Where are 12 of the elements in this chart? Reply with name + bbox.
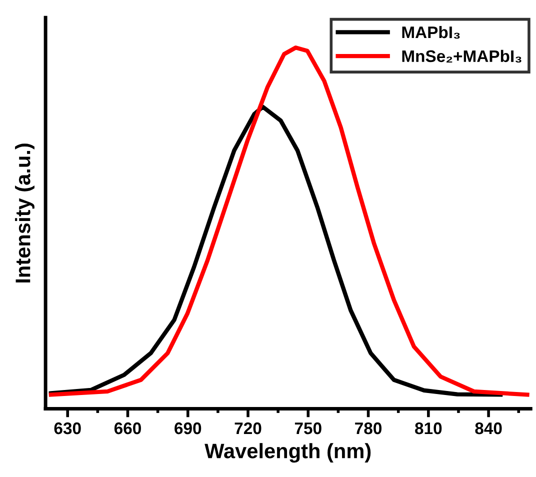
x-tick-label: 720 bbox=[234, 422, 262, 434]
x-axis-title: Wavelength (nm) bbox=[204, 443, 371, 463]
x-tick-label: 660 bbox=[114, 422, 141, 434]
x-tick-label: 840 bbox=[475, 422, 502, 434]
x-tick-label: 780 bbox=[355, 422, 382, 434]
legend-label: MnSe₂+MAPbI₃ bbox=[402, 50, 522, 63]
x-tick-label: 690 bbox=[174, 422, 202, 434]
y-axis-title: Intensity (a.u.) bbox=[15, 144, 34, 282]
x-tick-label: 750 bbox=[294, 422, 322, 434]
x-tick-label: 630 bbox=[54, 422, 81, 434]
legend-label: MAPbI₃ bbox=[402, 26, 460, 39]
x-tick-label: 810 bbox=[415, 422, 442, 434]
